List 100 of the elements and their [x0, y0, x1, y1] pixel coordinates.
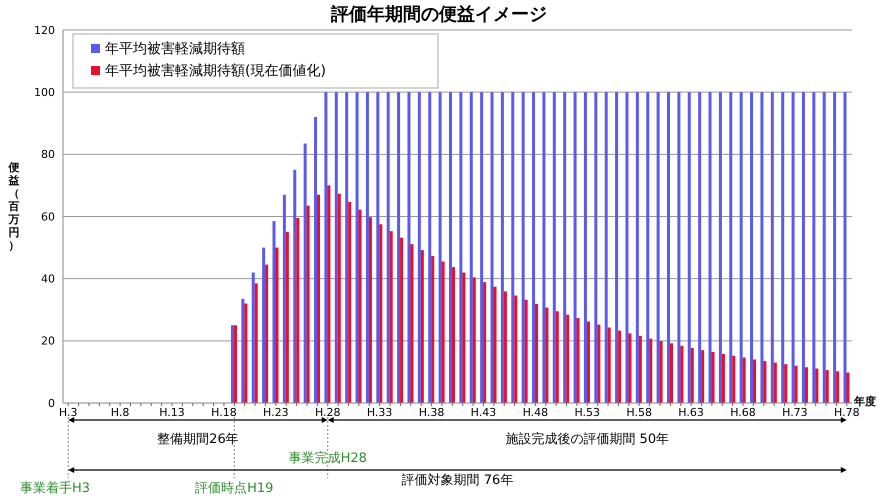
bar: [542, 92, 546, 403]
bar: [327, 185, 330, 403]
x-tick-label: H.28: [314, 406, 341, 419]
bar: [552, 92, 556, 403]
bar: [438, 92, 442, 403]
bar: [442, 262, 445, 403]
bar: [646, 92, 650, 403]
bar: [846, 372, 850, 403]
bar: [304, 143, 307, 403]
bar: [452, 267, 455, 403]
x-tick-label: H.8: [110, 406, 130, 419]
x-tick-label: H.53: [574, 406, 600, 419]
bar: [625, 92, 628, 403]
bar: [276, 248, 278, 403]
bar: [740, 92, 743, 403]
y-tick-label: 60: [41, 210, 55, 224]
bar: [690, 348, 694, 403]
x-tick-label: H.78: [834, 406, 860, 419]
bar: [760, 92, 764, 403]
y-tick-label: 40: [41, 272, 55, 286]
bar: [698, 92, 702, 403]
x-tick-label: H.33: [366, 406, 392, 419]
bar: [386, 92, 390, 403]
bar: [397, 92, 400, 403]
bar: [701, 350, 704, 403]
bar: [314, 117, 318, 403]
bar: [615, 92, 618, 403]
x-tick-label: H.23: [263, 406, 289, 419]
y-tick-label: 100: [34, 86, 55, 100]
bar: [306, 206, 310, 403]
bar: [742, 358, 746, 403]
y-tick-label: 80: [41, 148, 55, 162]
bar: [230, 325, 234, 403]
bar: [494, 286, 497, 403]
bar: [407, 92, 410, 403]
bar: [708, 92, 712, 403]
bar: [500, 92, 504, 403]
x-tick-label: H.48: [522, 406, 548, 419]
bar: [252, 272, 255, 403]
y-tick-label: 20: [41, 334, 55, 348]
x-tick-label: H.38: [418, 406, 444, 419]
bar: [753, 359, 756, 403]
bar: [763, 361, 766, 403]
bar: [563, 92, 566, 403]
bar: [680, 346, 684, 403]
bar: [490, 92, 494, 403]
bar: [770, 92, 774, 403]
bar: [750, 92, 754, 403]
bar: [265, 264, 268, 403]
bar: [597, 324, 600, 403]
bar: [272, 221, 276, 403]
bar: [338, 194, 341, 403]
bar: [483, 282, 486, 403]
bar: [431, 256, 434, 403]
bar: [418, 92, 421, 403]
bar: [667, 92, 670, 403]
bar: [638, 336, 642, 403]
x-tick-label: H.3: [58, 406, 78, 419]
bar: [511, 92, 514, 403]
bar: [390, 231, 393, 403]
x-tick-label: H.13: [159, 406, 185, 419]
y-tick-label: 120: [34, 24, 55, 37]
bar: [448, 92, 452, 403]
bar: [348, 202, 352, 403]
text: 評価対象期間 76年: [402, 472, 514, 488]
x-axis-title: 年度: [853, 395, 876, 408]
text: 施設完成後の評価期間 50年: [505, 431, 670, 447]
bar: [584, 92, 587, 403]
x-tick-label: H.18: [211, 406, 237, 419]
bar: [822, 92, 826, 403]
bar: [833, 92, 836, 403]
bar: [576, 318, 580, 403]
bar: [784, 364, 788, 403]
x-tick-label: H.43: [470, 406, 496, 419]
bar: [428, 92, 432, 403]
bar: [376, 92, 380, 403]
bar: [836, 371, 840, 403]
bar: [636, 92, 639, 403]
bar: [843, 92, 846, 403]
bar: [656, 92, 660, 403]
bar: [472, 277, 476, 403]
bar: [688, 92, 691, 403]
bar: [410, 244, 414, 403]
bar: [594, 92, 598, 403]
bar: [722, 354, 725, 403]
bar: [545, 308, 548, 403]
bar: [244, 304, 248, 403]
text: 整備期間26年: [157, 432, 239, 447]
bar: [324, 92, 328, 403]
bar: [524, 300, 528, 403]
bar: [379, 224, 382, 403]
bar: [400, 238, 404, 403]
bar: [670, 343, 673, 403]
bar: [504, 291, 507, 403]
x-tick-label: H.63: [678, 406, 704, 419]
text: 評価時点H19: [195, 481, 274, 496]
bar: [514, 295, 518, 403]
bar: [241, 298, 244, 403]
y-axis-title: 便益（百万円）: [8, 161, 20, 252]
bar: [608, 327, 611, 403]
